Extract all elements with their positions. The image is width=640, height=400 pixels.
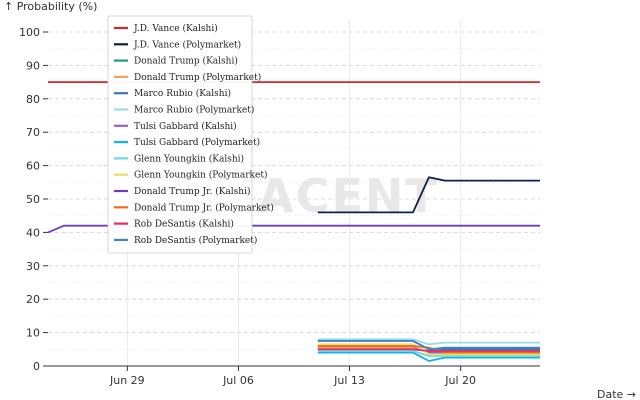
series-line-7	[317, 351, 540, 362]
y-tick-label: 10	[26, 327, 40, 340]
legend-box	[107, 15, 253, 254]
legend-label: Donald Trump Jr. (Polymarket)	[134, 202, 274, 213]
series-line-8	[317, 350, 540, 357]
y-tick-label: 80	[26, 93, 40, 106]
legend-label: Glenn Youngkin (Polymarket)	[134, 170, 267, 181]
y-tick-label: 20	[26, 293, 40, 306]
series-lines	[47, 81, 541, 362]
x-tick-label: Jul 13	[333, 374, 365, 387]
y-tick-label: 40	[26, 226, 40, 239]
legend-label: Rob DeSantis (Kalshi)	[134, 219, 234, 230]
x-tick-label: Jul 06	[222, 374, 254, 387]
series-line-5	[317, 338, 540, 346]
y-tick-label: 100	[19, 26, 40, 39]
series-line-1	[317, 176, 540, 214]
x-tick-label: Jun 29	[109, 374, 145, 387]
y-tick-label: 60	[26, 160, 40, 173]
series-line-11	[317, 345, 540, 354]
legend-label: J.D. Vance (Kalshi)	[133, 23, 218, 34]
legend-label: Marco Rubio (Kalshi)	[134, 88, 231, 99]
y-tick-label: 0	[33, 360, 40, 373]
legend-label: Donald Trump Jr. (Kalshi)	[134, 186, 250, 197]
legend-label: Marco Rubio (Polymarket)	[134, 105, 254, 116]
legend-label: Tulsi Gabbard (Kalshi)	[134, 121, 237, 132]
legend-label: Donald Trump (Kalshi)	[134, 56, 238, 67]
legend-label: Donald Trump (Polymarket)	[134, 72, 261, 83]
legend-label: Rob DeSantis (Polymarket)	[134, 235, 257, 246]
legend-label: J.D. Vance (Polymarket)	[133, 39, 241, 50]
y-tick-label: 90	[26, 59, 40, 72]
legend-label: Glenn Youngkin (Kalshi)	[134, 153, 244, 164]
series-line-10	[47, 224, 540, 234]
y-tick-label: 70	[26, 126, 40, 139]
series-line-12	[317, 348, 540, 352]
y-tick-label: 30	[26, 260, 40, 273]
series-line-13	[317, 340, 540, 351]
legend-label: Tulsi Gabbard (Polymarket)	[134, 137, 260, 148]
x-axis-title: Date →	[597, 388, 636, 400]
y-axis-ticks: 0 10 20 30 40 50 60 70 80 90 100	[19, 26, 48, 373]
x-axis-ticks: Jun 29 Jul 06 Jul 13 Jul 20	[109, 366, 476, 387]
x-tick-label: Jul 20	[444, 374, 476, 387]
y-axis-title: ↑ Probability (%)	[4, 0, 97, 13]
y-tick-label: 50	[26, 193, 40, 206]
chart-legend: J.D. Vance (Kalshi) J.D. Vance (Polymarke…	[107, 15, 274, 254]
